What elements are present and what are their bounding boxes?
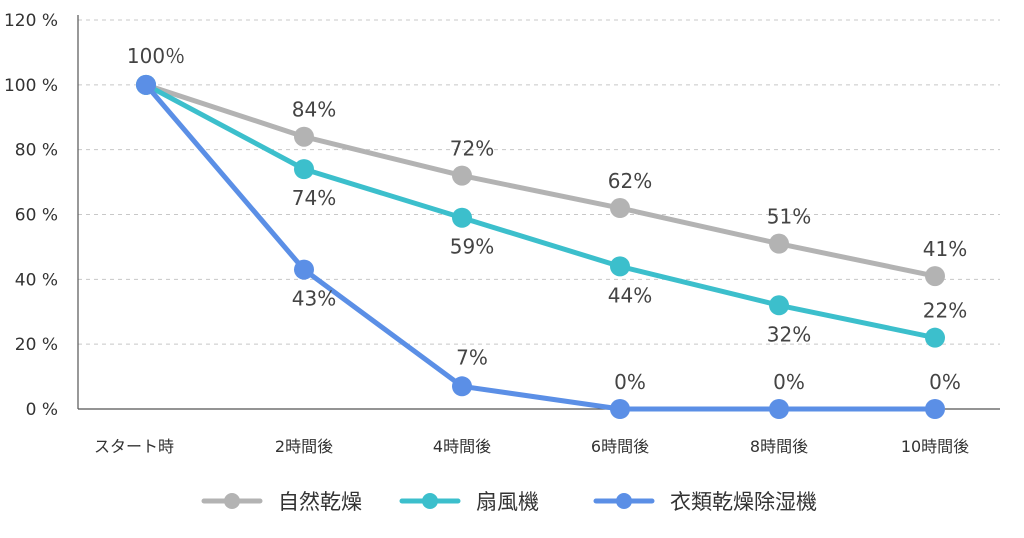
data-point [610,256,630,277]
legend-swatch-marker [422,493,438,509]
data-point [925,399,945,419]
x-tick-label: 6時間後 [591,437,649,456]
series-line-1 [143,82,938,341]
legend-label: 扇風機 [476,490,539,514]
x-tick-label: 4時間後 [433,437,491,456]
series-lines [136,74,945,419]
series-line-2 [143,82,938,412]
axes: 0 % 20 % 40 % 60 % 80 % 100 % 120 % スタート時 2時間後 4時… [4,11,1000,456]
data-labels: 100％ 84% 72% 62% 51% 41% 74% 59% 44% 32% 22% 43% 7% 0… [127,44,967,394]
data-point [610,198,630,219]
data-label: 62% [608,169,652,193]
y-tick-label: 100 % [4,76,58,96]
data-label: 41% [923,237,967,261]
legend-item: 自然乾燥 [201,490,362,514]
x-tick-label: 2時間後 [275,437,333,456]
legend-item: 扇風機 [399,490,539,514]
data-label: 0% [614,370,646,394]
data-point [925,327,945,348]
data-label: 0% [929,370,961,394]
y-tick-label: 40 % [15,270,58,290]
grid [78,19,1000,345]
x-tick-label: 10時間後 [901,437,969,456]
data-point [610,399,630,419]
legend-label: 衣類乾燥除湿機 [670,490,817,514]
y-tick-label: 80 % [15,141,58,161]
y-tick-label: 120 % [4,11,58,31]
y-tick-label: 0 % [26,400,58,420]
data-point [294,159,314,180]
y-tick-label: 60 % [15,206,58,226]
data-point [294,259,314,280]
data-label: 59% [450,235,494,259]
data-point [294,126,314,147]
legend-swatch-marker [224,493,240,509]
data-point [769,295,789,316]
data-point [925,266,945,287]
legend-swatch-marker [616,493,632,509]
data-point [452,207,472,228]
data-label: 32% [767,322,811,346]
data-label: 74% [292,186,336,210]
data-label: 100％ [127,44,185,68]
data-label: 51% [767,205,811,229]
data-label: 72% [450,137,494,161]
x-tick-label: スタート時 [94,437,174,456]
data-point [769,233,789,254]
legend: 自然乾燥 扇風機 衣類乾燥除湿機 [201,490,817,514]
series-line-0 [143,82,938,279]
data-label: 44% [608,283,652,307]
data-label: 22% [923,299,967,323]
data-point [769,399,789,419]
data-point [136,74,156,95]
x-tick-label: 8時間後 [750,437,808,456]
data-label: 0% [773,370,805,394]
data-label: 7% [456,345,488,369]
data-point [452,376,472,397]
y-tick-label: 20 % [15,335,58,355]
legend-label: 自然乾燥 [278,490,362,514]
legend-item: 衣類乾燥除湿機 [593,490,817,514]
data-point [452,165,472,186]
data-label: 43% [292,287,336,311]
data-label: 84% [292,98,336,122]
